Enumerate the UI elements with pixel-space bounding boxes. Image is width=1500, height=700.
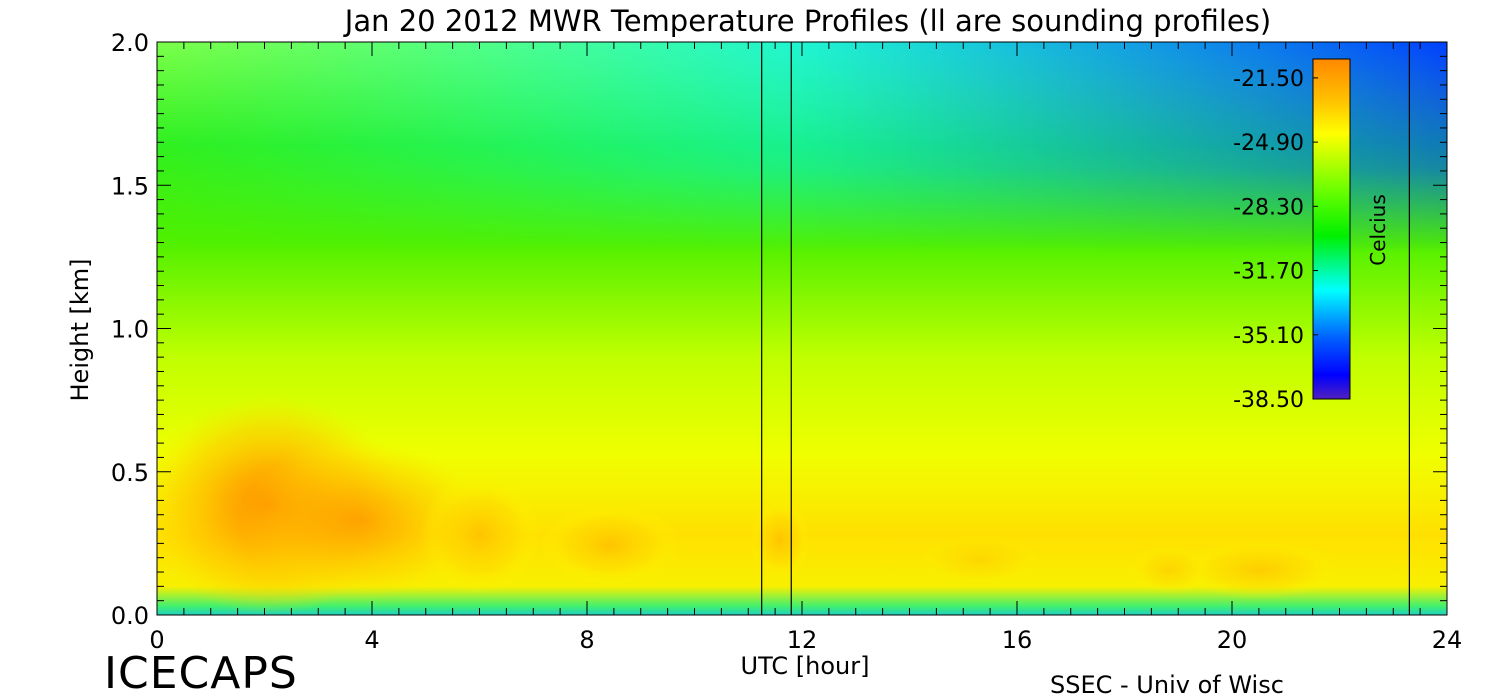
x-tick-label: 12 (787, 626, 818, 654)
y-tick-label: 0.0 (111, 602, 149, 630)
colorbar-tick-label: -31.70 (1233, 260, 1304, 285)
x-tick-label: 8 (579, 626, 594, 654)
y-tick-label: 2.0 (111, 29, 149, 57)
colorbar-tick-label: -24.90 (1233, 131, 1304, 156)
chart-title: Jan 20 2012 MWR Temperature Profiles (ll… (343, 4, 1271, 38)
colorbar-tick-label: -21.50 (1233, 67, 1304, 92)
x-tick-label: 4 (364, 626, 379, 654)
colorbar-tick-label: -28.30 (1233, 195, 1304, 220)
x-axis-label: UTC [hour] (741, 652, 870, 680)
colorbar-ticks: -21.50 -24.90 -28.30 -31.70 -35.10 -38.50 (1233, 67, 1318, 413)
y-tick-label: 0.5 (111, 459, 149, 487)
x-tick-label: 0 (149, 626, 164, 654)
colorbar-tick-label: -38.50 (1233, 388, 1304, 413)
x-tick-label: 16 (1002, 626, 1033, 654)
colorbar: -21.50 -24.90 -28.30 -31.70 -35.10 -38.50 Cel… (1233, 58, 1390, 413)
sounding-profile-lines (761, 42, 1410, 615)
x-tick-label: 24 (1432, 626, 1463, 654)
y-tick-label: 1.5 (111, 172, 149, 200)
colorbar-gradient (1312, 58, 1351, 400)
y-tick-label: 1.0 (111, 316, 149, 344)
colorbar-label: Celcius (1366, 194, 1390, 265)
credit-text: SSEC - Univ of Wisc (1050, 671, 1284, 699)
y-axis: 0.0 0.5 1.0 1.5 2.0 (111, 29, 1447, 630)
colorbar-tick-label: -35.10 (1233, 324, 1304, 349)
x-axis: 0 4 8 12 16 20 24 (149, 42, 1462, 654)
x-tick-label: 20 (1217, 626, 1248, 654)
y-axis-label: Height [km] (66, 259, 94, 402)
icecaps-logo: ICECAPS (104, 648, 298, 699)
heatmap-field (157, 42, 1447, 615)
